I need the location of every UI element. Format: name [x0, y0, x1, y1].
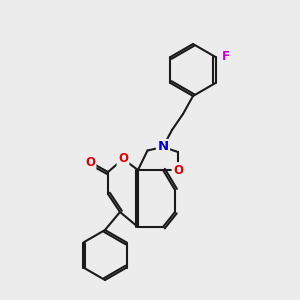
Text: N: N	[158, 140, 169, 154]
Text: F: F	[221, 50, 230, 62]
Text: O: O	[85, 155, 95, 169]
Text: O: O	[173, 164, 183, 176]
Text: O: O	[118, 152, 128, 166]
